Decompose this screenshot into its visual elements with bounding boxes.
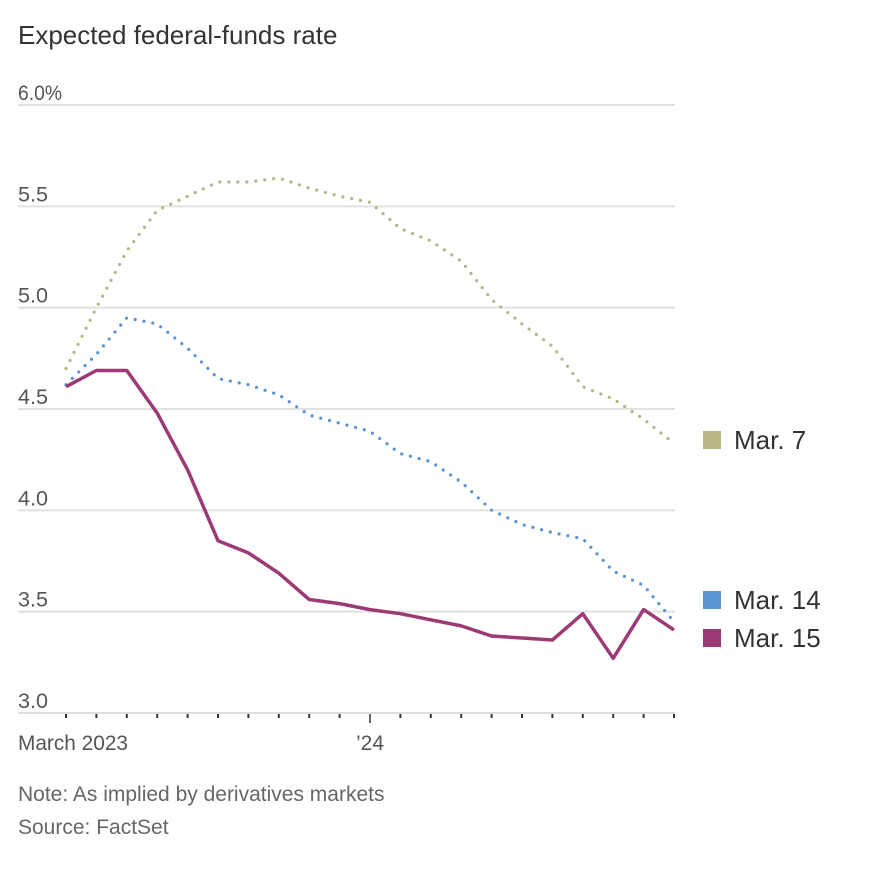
x-axis: March 2023 ’24 (18, 712, 675, 755)
y-tick-label: 3.0 (18, 690, 48, 713)
series-line-mar-15 (65, 368, 675, 661)
series-lines (64, 176, 676, 661)
chart-source: Source: FactSet (18, 816, 169, 839)
x-tick-label: March 2023 (18, 732, 128, 755)
y-tick-label: 5.5 (18, 183, 48, 206)
legend-swatch (703, 629, 721, 647)
series-line-mar-14 (64, 316, 676, 624)
legend-label: Mar. 7 (734, 425, 806, 455)
y-tick-label: 4.5 (18, 386, 48, 409)
legend-swatch (703, 591, 721, 609)
legend-item: Mar. 7 (703, 425, 806, 455)
legend-item: Mar. 14 (703, 585, 821, 615)
y-tick-label: 4.0 (18, 487, 48, 510)
x-tick-label: ’24 (356, 732, 384, 755)
y-tick-label: 3.5 (18, 589, 48, 612)
series-line-mar-7 (64, 176, 676, 446)
chart-note: Note: As implied by derivatives markets (18, 783, 385, 806)
legend-label: Mar. 15 (734, 623, 821, 653)
legend-swatch (703, 431, 721, 449)
y-tick-label: 5.0 (18, 285, 48, 308)
y-tick-label: 6.0% (18, 82, 62, 105)
gridlines (18, 104, 675, 613)
legend-label: Mar. 14 (734, 585, 821, 615)
legend-item: Mar. 15 (703, 623, 821, 653)
y-axis-labels: 3.0 3.5 4.0 4.5 5.0 5.5 6.0% (18, 82, 62, 713)
legend: Mar. 7 Mar. 14 Mar. 15 (703, 425, 821, 653)
chart-title: Expected federal-funds rate (18, 20, 338, 50)
